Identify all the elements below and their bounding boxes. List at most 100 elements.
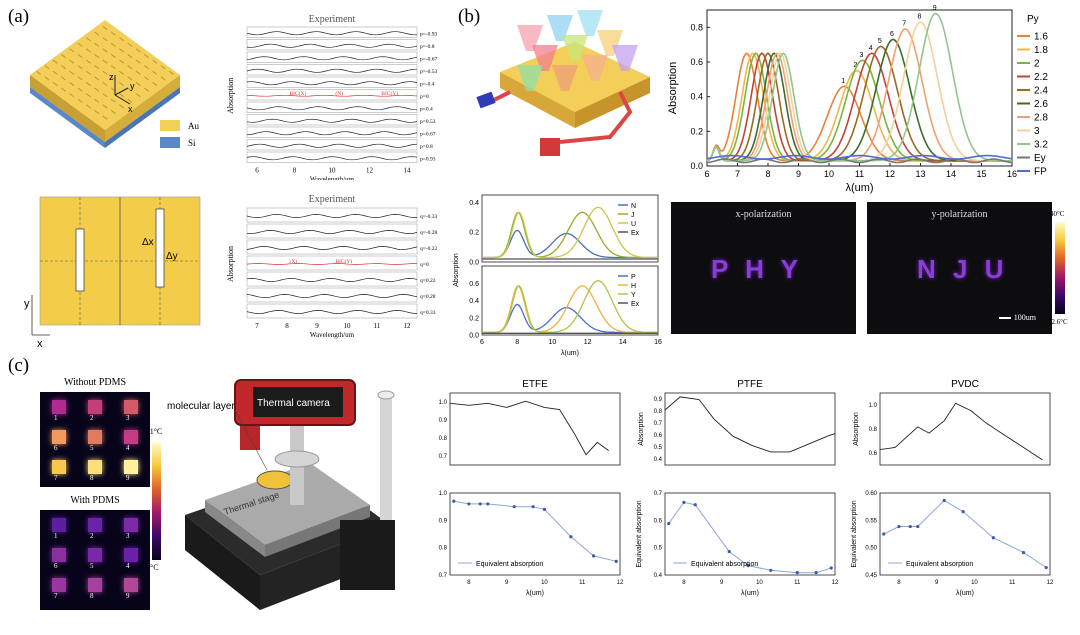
equivalent-point <box>591 554 596 558</box>
row-label: q=-0.28 <box>420 230 438 236</box>
x-tick: 8 <box>682 580 686 586</box>
device-illustration <box>476 10 650 156</box>
x-axis-label: Wavelength/um <box>310 331 355 339</box>
x-tick: 9 <box>720 580 724 586</box>
experiment-row-frame <box>246 101 418 113</box>
experiment-row-frame <box>246 126 418 138</box>
x-tick: 8 <box>285 322 289 330</box>
thermal-cell <box>124 578 138 592</box>
x-tick: 9 <box>796 169 801 179</box>
legend-entry: 3.2 <box>1034 140 1048 151</box>
unit-axis-x: x <box>37 338 43 350</box>
light-cone <box>597 30 623 56</box>
light-cone <box>517 65 543 91</box>
experiment-title: Experiment <box>309 14 356 25</box>
row-label: p=0.93 <box>420 156 436 162</box>
x-tick: 10 <box>549 339 557 346</box>
y-tick: 0.4 <box>469 200 479 207</box>
absorption-line <box>879 402 1043 461</box>
x-tick: 11 <box>794 580 801 586</box>
experiment-trace <box>246 246 418 250</box>
y-tick: 0.2 <box>469 230 479 237</box>
y-tick: 0.6 <box>869 451 878 457</box>
unit-axis-y: y <box>24 298 30 310</box>
x-tick: 10 <box>971 580 978 586</box>
thermal-cell <box>124 430 138 444</box>
equivalent-ylabel: Equivalent absorption <box>636 500 643 567</box>
small-chart-frame <box>481 265 659 336</box>
experiment-row-frame <box>246 39 418 51</box>
thermal-cell-label: 1 <box>54 414 58 422</box>
y-tick: 0.8 <box>439 436 448 442</box>
experiment-trace <box>246 94 418 97</box>
thermal-cell <box>88 578 102 592</box>
thermal-cell <box>52 460 66 474</box>
peak-label: 9 <box>933 5 937 12</box>
peak-label: 4 <box>869 45 873 52</box>
x-tick: 10 <box>344 322 352 330</box>
thermal-cell-label: 4 <box>126 562 130 570</box>
row-label: p=0.4 <box>420 106 433 112</box>
polymer-absorption-plots: ETFE 0.7 0.8 0.9 1.0 Absorption 0.7 0.8 0.9 1.0 Eq… <box>439 379 1054 597</box>
equivalent-point <box>1044 565 1048 570</box>
equivalent-frame <box>879 492 1051 576</box>
equivalent-point <box>682 500 686 504</box>
x-axis-label: λ(um) <box>845 182 873 194</box>
equivalent-point <box>814 571 818 575</box>
x-tick: 14 <box>619 339 627 346</box>
thermal-cell <box>124 518 138 532</box>
light-cone <box>612 45 638 71</box>
thermal-cell-label: 2 <box>90 414 94 422</box>
peak-label: 3 <box>860 52 864 59</box>
x-tick: 15 <box>976 169 986 179</box>
y-tick: 0.8 <box>654 409 663 415</box>
experiment-trace <box>246 143 418 148</box>
equivalent-point <box>727 549 731 554</box>
row-annotation: (X) <box>290 258 298 265</box>
x-tick: 12 <box>832 580 839 586</box>
x-axis-label: λ(um) <box>741 590 759 597</box>
x-tick: 8 <box>765 169 770 179</box>
row-annotation: BIC(X) <box>290 90 307 97</box>
x-polarization-letters: P H Y <box>711 254 803 284</box>
thermal-cell <box>52 430 66 444</box>
x-tick: 10 <box>541 580 548 586</box>
light-cone <box>552 65 578 91</box>
x-polarization-title: x-polarization <box>735 209 792 220</box>
eq-legend-label: Equivalent absorption <box>906 561 973 568</box>
thermal-cell <box>88 460 102 474</box>
experiment-title: Experiment <box>309 194 356 205</box>
x-tick: 8 <box>897 580 901 586</box>
row-label: p=-0.8 <box>420 44 435 50</box>
equivalent-point <box>1021 551 1026 555</box>
experiment-row-frame <box>246 51 418 63</box>
equivalent-point <box>908 524 912 529</box>
x-axis-label: λ(um) <box>561 350 579 357</box>
experiment-trace <box>246 118 418 123</box>
small-legend-entry: Ex <box>631 301 640 308</box>
thermal-cell-label: 9 <box>126 592 130 600</box>
small-legend-entry: N <box>631 203 636 210</box>
peak-label: 6 <box>890 31 894 38</box>
x-tick: 11 <box>1009 580 1016 586</box>
material-legend: Au Si <box>160 120 199 148</box>
series-line <box>706 21 1012 162</box>
legend-entry: 1.8 <box>1034 45 1048 56</box>
thermal-cell-label: 1 <box>54 532 58 540</box>
experiment-p-plot: Experiment p=-0.93 p=-0.8 p=-0.67 p=-0.53 p=-… <box>226 14 438 180</box>
absorption-line <box>664 396 836 453</box>
x-tick: 11 <box>374 322 381 330</box>
experiment-trace <box>246 214 418 218</box>
axis-label-y3d: y <box>130 81 135 91</box>
y-polarization-title: y-polarization <box>931 209 988 220</box>
equivalent-point <box>614 559 618 563</box>
thermal-cell <box>52 518 66 532</box>
row-label: p=-0.67 <box>420 56 438 62</box>
eq-legend-label: Equivalent absorption <box>476 561 543 568</box>
polymer-title: PVDC <box>951 379 979 390</box>
y-tick: 0.4 <box>654 457 663 463</box>
y-tick: 0.0 <box>469 333 479 340</box>
row-label: q=0 <box>420 262 429 268</box>
colorbar-c-min: 0°C <box>146 563 159 572</box>
equivalent-point <box>531 505 535 509</box>
